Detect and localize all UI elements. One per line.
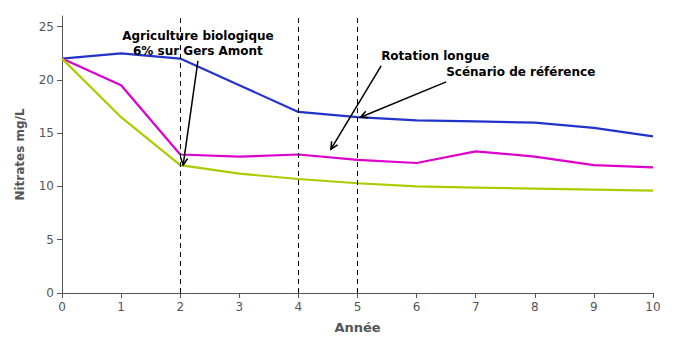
svg-text:3: 3 xyxy=(235,300,243,314)
svg-text:0: 0 xyxy=(58,300,66,314)
svg-text:20: 20 xyxy=(39,73,54,87)
svg-text:15: 15 xyxy=(39,126,54,140)
svg-text:8: 8 xyxy=(531,300,539,314)
svg-text:Rotation longue: Rotation longue xyxy=(381,49,489,63)
svg-text:10: 10 xyxy=(645,300,660,314)
svg-text:25: 25 xyxy=(39,20,54,34)
svg-text:0: 0 xyxy=(46,286,54,300)
svg-text:Nitrates mg/L: Nitrates mg/L xyxy=(13,108,27,201)
svg-text:1: 1 xyxy=(117,300,125,314)
svg-text:Agriculture biologique: Agriculture biologique xyxy=(122,29,273,43)
svg-text:2: 2 xyxy=(176,300,184,314)
svg-text:Scénario de référence: Scénario de référence xyxy=(446,65,595,79)
svg-text:5: 5 xyxy=(46,233,54,247)
svg-text:9: 9 xyxy=(590,300,598,314)
svg-text:6: 6 xyxy=(413,300,421,314)
svg-text:Année: Année xyxy=(334,320,380,335)
svg-text:6% sur Gers Amont: 6% sur Gers Amont xyxy=(133,44,263,58)
svg-text:5: 5 xyxy=(354,300,362,314)
svg-text:10: 10 xyxy=(39,179,54,193)
svg-text:7: 7 xyxy=(472,300,480,314)
svg-text:4: 4 xyxy=(295,300,303,314)
